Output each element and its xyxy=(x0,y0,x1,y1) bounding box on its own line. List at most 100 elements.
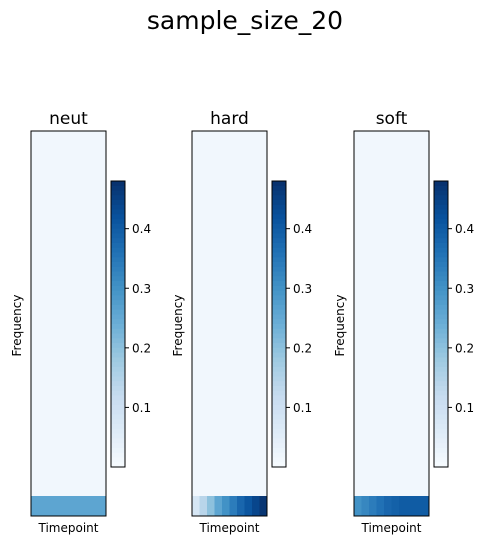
colorbar-segment xyxy=(272,409,286,416)
colorbar-segment xyxy=(111,443,125,449)
heatmap-cell xyxy=(229,496,238,516)
colorbar-segment xyxy=(434,338,448,344)
heatmap-cell xyxy=(76,496,84,516)
colorbar-segment xyxy=(272,200,286,206)
colorbar-segment xyxy=(111,204,125,211)
colorbar-segment xyxy=(111,281,125,287)
heatmap-cell xyxy=(406,496,415,516)
panel-neut: neut Timepoint Frequency 0.1 0.2 0.3 0.4 xyxy=(10,109,151,535)
colorbar-tick-label: 0.4 xyxy=(132,222,151,236)
colorbar-segment xyxy=(434,409,448,416)
colorbar-segment xyxy=(272,381,286,387)
colorbar-segment xyxy=(434,228,448,235)
heatmap-background xyxy=(354,131,429,496)
panel-title: neut xyxy=(49,109,88,129)
y-axis-label: Frequency xyxy=(10,295,24,357)
heatmap-cell xyxy=(244,496,253,516)
colorbar-segment xyxy=(434,357,448,363)
colorbar-segment xyxy=(434,262,448,268)
colorbar-segment xyxy=(434,238,448,244)
colorbar-tick-label: 0.1 xyxy=(293,401,312,415)
colorbar-segment xyxy=(434,381,448,387)
colorbar-frame xyxy=(271,180,287,468)
colorbar-segment xyxy=(272,209,286,215)
colorbar-segment xyxy=(434,252,448,258)
heatmap-cell xyxy=(38,496,47,516)
heatmap-cell xyxy=(214,496,223,516)
colorbar-segment xyxy=(272,371,286,378)
heatmap-cell xyxy=(192,496,200,516)
colorbar-segment xyxy=(111,276,125,282)
heatmap-cell xyxy=(68,496,77,516)
colorbar-segment xyxy=(272,271,286,277)
colorbar-segment xyxy=(272,233,286,239)
colorbar-segment xyxy=(272,338,286,344)
heatmap-cell xyxy=(421,496,430,516)
heatmap-frame xyxy=(30,130,107,517)
colorbar-segment xyxy=(434,352,448,358)
colorbar-segment xyxy=(272,452,286,459)
colorbar-segment xyxy=(272,266,286,273)
y-axis-label: Frequency xyxy=(333,295,347,357)
colorbar-segment xyxy=(111,309,125,316)
colorbar-segment xyxy=(111,433,125,439)
colorbar-segment xyxy=(272,333,286,339)
colorbar-segment xyxy=(434,181,448,187)
heatmap-cell xyxy=(414,496,422,516)
heatmap-cell xyxy=(53,496,62,516)
colorbar-segment xyxy=(434,433,448,439)
heatmap-frame xyxy=(353,130,430,517)
colorbar-segment xyxy=(272,304,286,311)
colorbar-segment xyxy=(434,347,448,354)
panel-soft: soft Timepoint Frequency 0.1 0.2 0.3 0.4 xyxy=(333,109,474,535)
heatmap-cell xyxy=(361,496,370,516)
colorbar-segment xyxy=(272,204,286,211)
colorbar-segment xyxy=(434,328,448,335)
heatmap-cell xyxy=(259,496,268,516)
heatmap-cell xyxy=(222,496,230,516)
colorbar-segment xyxy=(434,204,448,211)
colorbar-segment xyxy=(272,395,286,401)
colorbar-segment xyxy=(111,424,125,430)
heatmap-cell xyxy=(46,496,54,516)
colorbar-segment xyxy=(111,352,125,358)
heatmap-cell xyxy=(91,496,99,516)
colorbar-segment xyxy=(111,271,125,277)
colorbar-segment xyxy=(434,242,448,249)
colorbar-segment xyxy=(272,366,286,373)
colorbar-segment xyxy=(111,257,125,263)
colorbar-segment xyxy=(111,300,125,306)
colorbar-segment xyxy=(272,219,286,225)
colorbar-segment xyxy=(434,385,448,392)
colorbar-segment xyxy=(111,405,125,411)
colorbar-segment xyxy=(434,366,448,373)
colorbar-segment xyxy=(111,181,125,187)
colorbar-segment xyxy=(434,428,448,435)
colorbar-segment xyxy=(434,333,448,339)
colorbar-segment xyxy=(111,328,125,335)
colorbar-tick-label: 0.4 xyxy=(293,222,312,236)
colorbar-segment xyxy=(272,319,286,325)
colorbar-segment xyxy=(272,247,286,254)
colorbar-segment xyxy=(272,314,286,320)
colorbar-segment xyxy=(272,195,286,201)
colorbar-segment xyxy=(111,233,125,239)
colorbar-segment xyxy=(111,428,125,435)
colorbar-segment xyxy=(434,319,448,325)
colorbar-segment xyxy=(111,452,125,459)
heatmap-background xyxy=(192,131,267,496)
colorbar-segment xyxy=(434,285,448,292)
colorbar-segment xyxy=(111,304,125,311)
colorbar-segment xyxy=(434,443,448,449)
colorbar-segment xyxy=(272,447,286,454)
heatmap-cell xyxy=(207,496,215,516)
panel-title: soft xyxy=(376,109,408,129)
colorbar-segment xyxy=(272,257,286,263)
colorbar-segment xyxy=(111,447,125,454)
colorbar-segment xyxy=(434,304,448,311)
heatmap-cell xyxy=(399,496,407,516)
colorbar-segment xyxy=(272,238,286,244)
colorbar-segment xyxy=(272,185,286,192)
colorbar-segment xyxy=(111,324,125,330)
colorbar-tick-label: 0.2 xyxy=(293,341,312,355)
